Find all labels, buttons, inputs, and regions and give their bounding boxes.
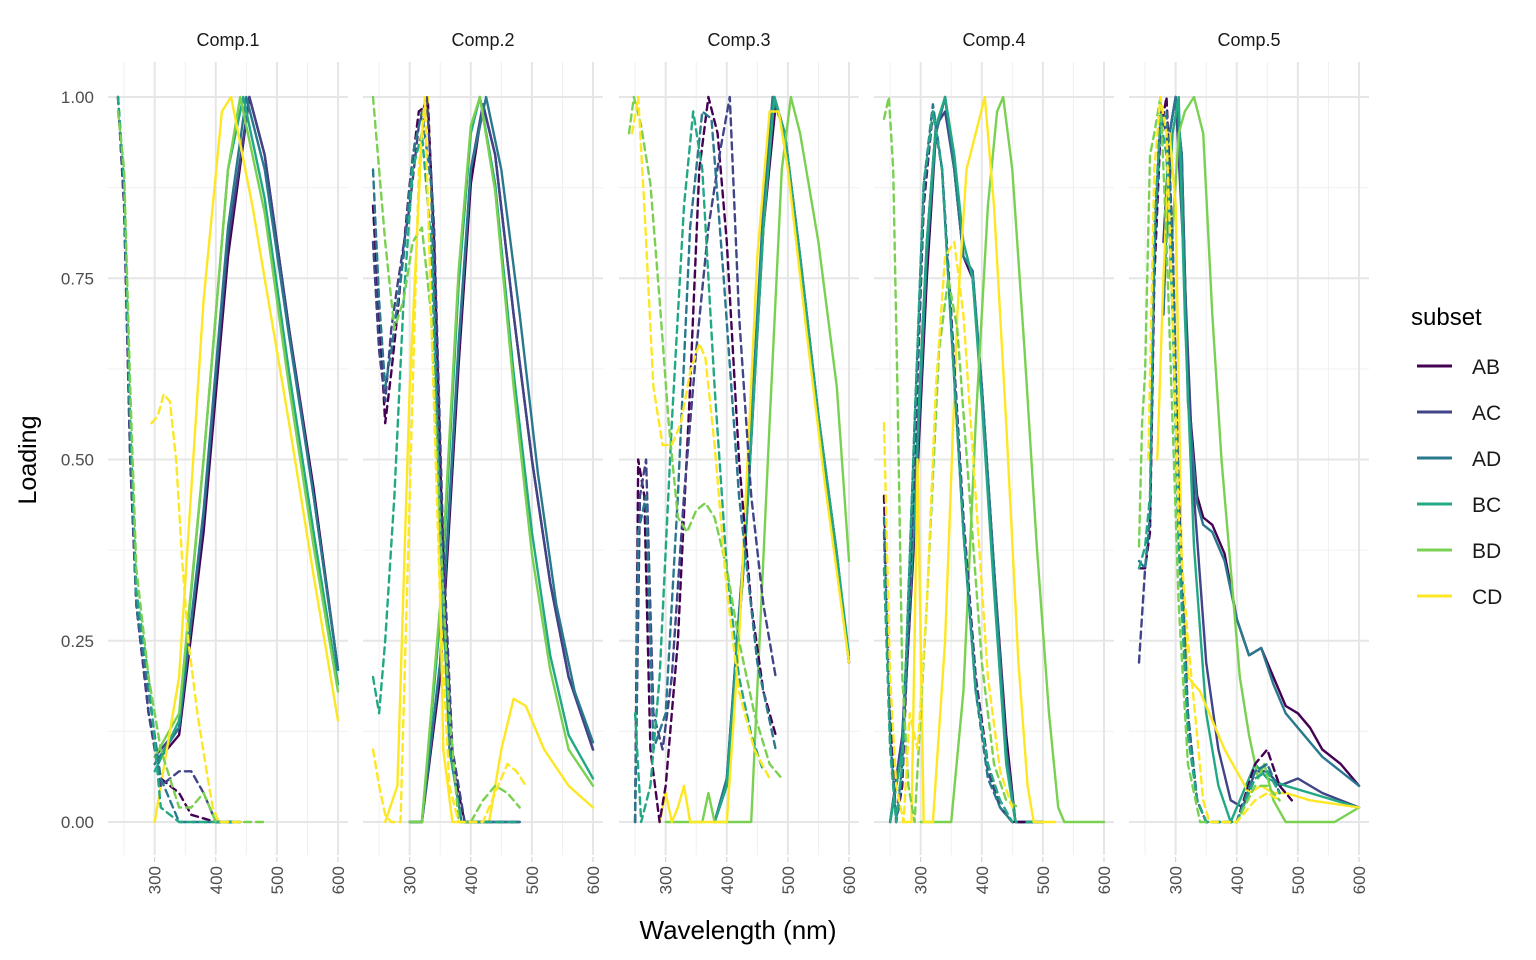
series-line-CD-solid <box>384 95 595 824</box>
x-tick-label: 500 <box>1034 866 1053 894</box>
y-tick-label: 0.00 <box>61 813 94 832</box>
series-line-BD-solid <box>664 95 851 824</box>
x-tick-label: 400 <box>207 866 226 894</box>
x-tick-label: 300 <box>657 866 676 894</box>
series-line-AD-solid <box>153 95 340 766</box>
legend-title: subset <box>1411 304 1482 331</box>
series-line-BD-solid <box>1168 95 1361 824</box>
x-tick-label: 500 <box>1289 866 1308 894</box>
y-tick-label: 0.25 <box>61 632 94 651</box>
series-line-CD-dashed <box>150 393 242 824</box>
x-tick-label: 400 <box>718 866 737 894</box>
x-tick-label: 500 <box>268 866 287 894</box>
series-line-BD-solid <box>919 95 1106 824</box>
legend-items: AB AC AD BC BD CD <box>1417 356 1502 609</box>
x-tick-label: 300 <box>1167 866 1186 894</box>
x-tick-label: 600 <box>1095 866 1114 894</box>
series-line-CD-dashed <box>1146 95 1281 824</box>
series-line-BC-dashed <box>633 110 765 824</box>
series-line-AC-solid <box>1162 95 1361 809</box>
x-tick-label: 400 <box>973 866 992 894</box>
x-tick-label: 600 <box>584 866 603 894</box>
series-line-BD-solid <box>408 95 595 824</box>
x-tick-label: 400 <box>462 866 481 894</box>
series-line-BC-dashed <box>1137 117 1281 824</box>
series-line-BC-solid <box>888 95 1045 824</box>
series-line-CD-solid <box>901 95 1057 824</box>
series-line-BD-dashed <box>116 110 266 824</box>
series-line-CD-dashed <box>371 95 527 824</box>
y-axis-title: Loading <box>14 416 42 505</box>
x-tick-label: 300 <box>401 866 420 894</box>
legend-label-AD: AD <box>1472 448 1501 471</box>
series-line-AB-dashed <box>371 103 521 824</box>
facet-panel-4: Comp.4 300 400 500 600 <box>874 30 1114 894</box>
facet-title: Comp.5 <box>1217 30 1280 50</box>
facet-panel-3: Comp.3 300 400 500 600 <box>619 30 859 894</box>
legend-label-BC: BC <box>1472 494 1501 517</box>
x-tick-label: 400 <box>1228 866 1247 894</box>
facet-title: Comp.3 <box>707 30 770 50</box>
legend-label-BD: BD <box>1472 540 1501 563</box>
series-line-BC-dashed <box>882 110 1014 824</box>
y-axis: 0.00 0.25 0.50 0.75 1.00 <box>61 88 94 832</box>
facet-title: Comp.2 <box>451 30 514 50</box>
series-line-AD-solid <box>1162 95 1361 787</box>
y-tick-label: 0.75 <box>61 269 94 288</box>
x-tick-label: 300 <box>146 866 165 894</box>
facet-title: Comp.4 <box>962 30 1025 50</box>
series-line-CD-solid <box>153 95 340 824</box>
legend-label-AB: AB <box>1472 356 1500 379</box>
x-tick-label: 600 <box>1350 866 1369 894</box>
x-tick-label: 500 <box>779 866 798 894</box>
series-line-CD-solid <box>658 110 851 824</box>
facet-panel-5: Comp.5 300 400 500 600 <box>1129 30 1369 894</box>
series-line-AD-solid <box>408 95 595 824</box>
x-axis-title: Wavelength (nm) <box>640 915 837 945</box>
facet-panel-1: Comp.1 300 400 500 600 <box>108 30 348 894</box>
x-tick-label: 600 <box>840 866 859 894</box>
y-tick-label: 0.50 <box>61 451 94 470</box>
y-tick-label: 1.00 <box>61 88 94 107</box>
series-line-AB-dashed <box>633 95 777 824</box>
x-tick-label: 500 <box>523 866 542 894</box>
facet-panel-2: Comp.2 300 400 500 600 <box>363 30 603 894</box>
series-line-BD-dashed <box>1137 95 1281 824</box>
legend: subset AB AC AD BC BD CD <box>1411 304 1502 609</box>
legend-label-AC: AC <box>1472 402 1501 425</box>
series-line-BD-dashed <box>371 95 521 824</box>
series-line-BC-dashed <box>371 132 521 824</box>
x-tick-label: 600 <box>329 866 348 894</box>
series-line-CD-dashed <box>882 240 1014 824</box>
facet-title: Comp.1 <box>196 30 259 50</box>
series-line-CD-solid <box>1156 132 1361 809</box>
x-tick-label: 300 <box>912 866 931 894</box>
legend-label-CD: CD <box>1472 586 1502 609</box>
series-line-AD-dashed <box>633 110 777 824</box>
series-line-BD-dashed <box>627 95 783 780</box>
series-line-CD-dashed <box>630 95 771 780</box>
